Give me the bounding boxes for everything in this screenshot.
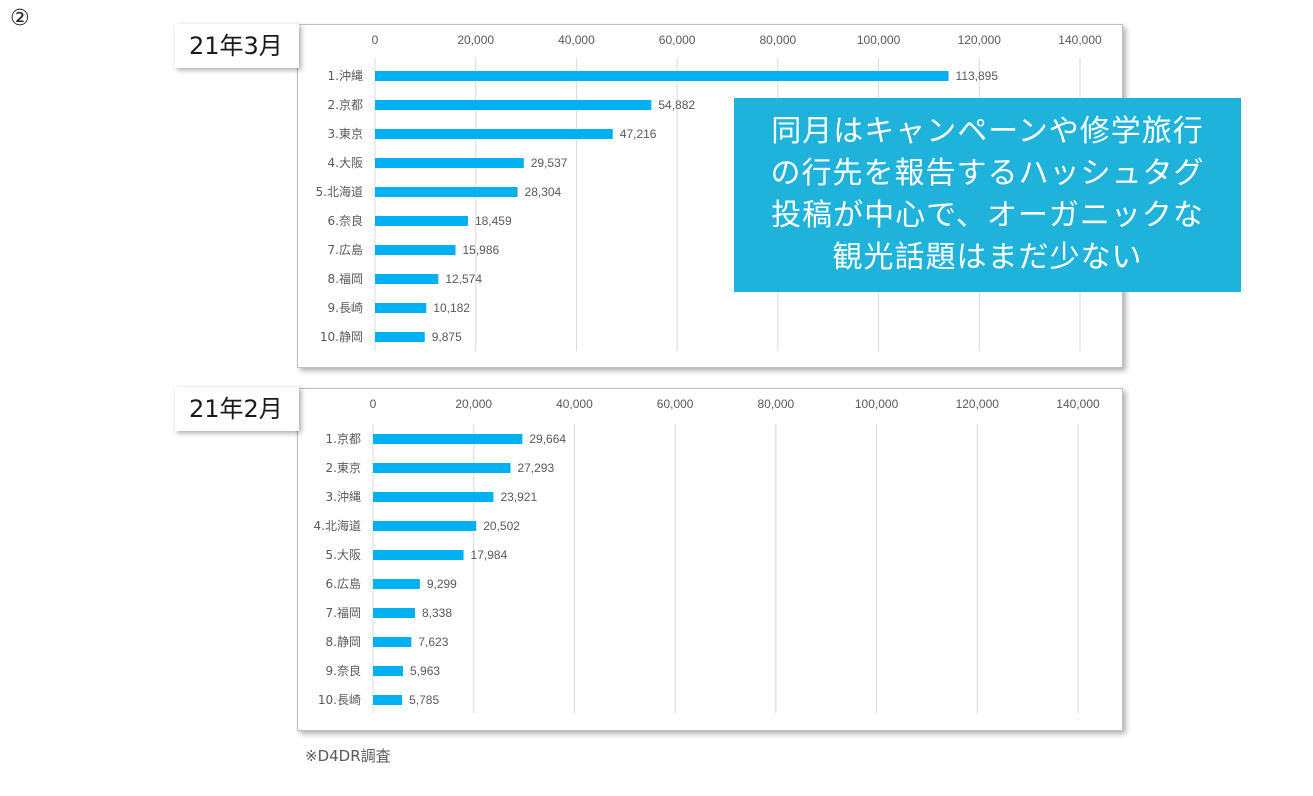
tick-label: 40,000 [558, 33, 595, 47]
bar [375, 158, 524, 168]
tick-label: 0 [372, 33, 379, 47]
data-label: 54,882 [658, 98, 695, 112]
tick-label: 140,000 [1056, 397, 1100, 411]
bar [373, 550, 464, 560]
bar [373, 463, 511, 473]
category-label: 8.福岡 [328, 271, 363, 286]
category-label: 2.京都 [328, 98, 363, 112]
slide-marker: ② [10, 6, 30, 31]
data-label: 29,537 [531, 156, 568, 170]
category-label: 1.沖縄 [328, 68, 363, 83]
category-label: 5.北海道 [316, 184, 363, 199]
category-label: 10.長崎 [318, 693, 361, 707]
category-label: 7.福岡 [326, 605, 361, 620]
bar [375, 332, 425, 342]
tick-label: 80,000 [758, 397, 795, 411]
bar [373, 695, 403, 705]
chart-february-2021: 0 20,000 40,000 60,000 80,000 100,000 120,000 1… [297, 388, 1123, 731]
chart-march-2021-svg: 0 20,000 40,000 60,000 80,000 100,000 120,000 1… [316, 33, 1102, 351]
tick-label: 20,000 [457, 33, 494, 47]
tick-label: 60,000 [659, 33, 696, 47]
data-label: 47,216 [620, 127, 657, 141]
callout-line: 観光話題はまだ少ない [832, 240, 1143, 275]
data-label: 8,338 [422, 606, 452, 620]
period-label-march: 21年3月 [175, 24, 299, 68]
bar [373, 608, 415, 618]
bar [373, 637, 412, 647]
data-label: 9,299 [427, 577, 457, 591]
data-label: 18,459 [475, 214, 512, 228]
category-label: 4.大阪 [328, 156, 363, 170]
category-label: 7.広島 [328, 242, 363, 257]
data-label: 28,304 [525, 185, 562, 199]
category-label: 2.東京 [326, 461, 361, 475]
tick-label: 140,000 [1058, 33, 1102, 47]
data-label: 12,574 [445, 272, 482, 286]
chart-february-2021-svg: 0 20,000 40,000 60,000 80,000 100,000 120,000 1… [314, 397, 1100, 713]
category-label: 4.北海道 [314, 518, 361, 533]
tick-label: 100,000 [855, 397, 899, 411]
bar [373, 521, 477, 531]
bar [375, 187, 518, 197]
tick-label: 80,000 [760, 33, 797, 47]
bar [373, 579, 420, 589]
footnote: ※D4DR調査 [305, 747, 391, 765]
tick-label: 0 [370, 397, 377, 411]
bar [375, 216, 468, 226]
callout-box: 同月はキャンペーンや修学旅行 の行先を報告するハッシュタグ 投稿が中心で、オーガ… [734, 98, 1241, 292]
data-label: 23,921 [500, 490, 537, 504]
data-label: 29,664 [529, 432, 566, 446]
tick-label: 100,000 [857, 33, 901, 47]
bar [375, 303, 427, 313]
category-label: 9.奈良 [326, 663, 361, 678]
callout-line: の行先を報告するハッシュタグ [770, 156, 1205, 191]
callout-line: 投稿が中心で、オーガニックな [771, 198, 1204, 233]
data-label: 5,963 [410, 664, 440, 678]
category-label: 8.静岡 [326, 635, 361, 649]
bar [375, 129, 613, 139]
data-label: 17,984 [471, 548, 508, 562]
data-label: 15,986 [463, 243, 500, 257]
tick-label: 20,000 [455, 397, 492, 411]
tick-label: 40,000 [556, 397, 593, 411]
data-label: 5,785 [409, 693, 439, 707]
bar [373, 434, 523, 444]
bar [373, 666, 404, 676]
category-label: 3.東京 [328, 127, 363, 141]
period-label-february: 21年2月 [175, 387, 299, 431]
tick-label: 120,000 [956, 397, 1000, 411]
bar [375, 274, 439, 284]
bar [375, 245, 456, 255]
data-label: 27,293 [517, 461, 554, 475]
bar [375, 71, 949, 81]
data-label: 7,623 [418, 635, 448, 649]
category-label: 3.沖縄 [326, 489, 361, 504]
tick-label: 120,000 [958, 33, 1002, 47]
data-label: 10,182 [433, 301, 470, 315]
category-label: 6.広島 [326, 576, 361, 591]
tick-label: 60,000 [657, 397, 694, 411]
data-label: 20,502 [483, 519, 520, 533]
callout-line: 同月はキャンペーンや修学旅行 [771, 114, 1204, 149]
data-label: 113,895 [956, 69, 999, 83]
category-label: 9.長崎 [328, 301, 363, 315]
category-label: 5.大阪 [326, 548, 361, 562]
bar [375, 100, 652, 110]
category-label: 6.奈良 [328, 213, 363, 228]
data-label: 9,875 [432, 330, 462, 344]
category-label: 10.静岡 [320, 330, 363, 344]
bar [373, 492, 494, 502]
category-label: 1.京都 [326, 432, 361, 446]
